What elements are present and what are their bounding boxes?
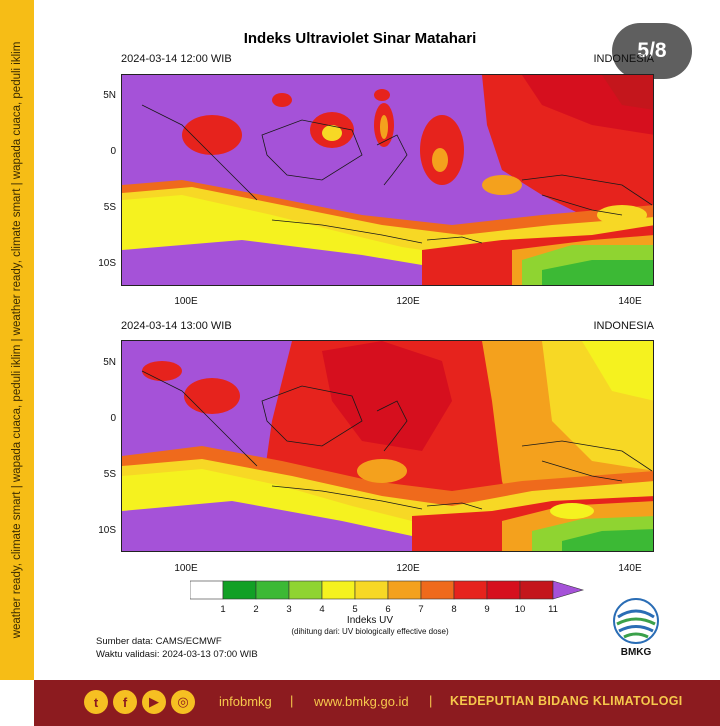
lon-tick-100e-1: 100E xyxy=(174,296,198,307)
colorbar-title: Indeks UV xyxy=(346,615,394,626)
panel-1-datetime: 2024-03-14 12:00 WIB xyxy=(121,53,232,65)
colorbar-cell xyxy=(354,580,389,600)
lon-tick-140e-2: 140E xyxy=(618,563,642,574)
colorbar-cell xyxy=(387,580,422,600)
panel-1-region: INDONESIA xyxy=(593,53,654,65)
uv-map-2-svg xyxy=(122,341,653,551)
uv-colorbar xyxy=(190,580,585,600)
footer-department: KEDEPUTIAN BIDANG KLIMATOLOGI xyxy=(450,694,683,708)
uv-map-panel-1 xyxy=(121,74,654,286)
footer-separator-1: | xyxy=(290,693,294,708)
lat-tick-5s-2: 5S xyxy=(103,469,116,480)
panel-2-datetime: 2024-03-14 13:00 WIB xyxy=(121,320,232,332)
bmkg-logo-text: BMKG xyxy=(620,647,652,658)
lat-tick-10s-2: 10S xyxy=(98,525,116,536)
lat-tick-5n-1: 5N xyxy=(103,90,116,101)
lon-tick-120e-1: 120E xyxy=(396,296,420,307)
colorbar-tick-label: 2 xyxy=(253,604,259,615)
colorbar-note: (dihitung dari: UV biologically effectiv… xyxy=(291,627,449,636)
source-data: Sumber data: CAMS/ECMWF xyxy=(96,636,222,647)
uv-map-panel-2 xyxy=(121,340,654,552)
footer-bar: t f ▶ ◎ infobmkg | www.bmkg.go.id | KEDE… xyxy=(34,680,720,726)
colorbar-cell xyxy=(453,580,488,600)
lon-tick-140e-1: 140E xyxy=(618,296,642,307)
lat-tick-0-1: 0 xyxy=(110,146,116,157)
colorbar-tick-label: 8 xyxy=(451,604,457,615)
lat-tick-0-2: 0 xyxy=(110,413,116,424)
colorbar-cells xyxy=(190,580,585,600)
twitter-icon[interactable]: t xyxy=(84,690,108,714)
lon-tick-120e-2: 120E xyxy=(396,563,420,574)
colorbar-cell xyxy=(288,580,323,600)
colorbar-tick-label: 1 xyxy=(220,604,226,615)
colorbar-cell xyxy=(321,580,356,600)
social-icons: t f ▶ ◎ xyxy=(84,690,195,714)
colorbar-cell xyxy=(255,580,290,600)
panel-2-region: INDONESIA xyxy=(593,320,654,332)
lon-tick-100e-2: 100E xyxy=(174,563,198,574)
side-slogan: weather ready, climate smart | wapada cu… xyxy=(11,41,23,639)
lat-tick-5s-1: 5S xyxy=(103,202,116,213)
colorbar-tick-label: 9 xyxy=(484,604,490,615)
facebook-icon[interactable]: f xyxy=(113,690,137,714)
colorbar-cell xyxy=(190,580,224,600)
colorbar-tick-label: 5 xyxy=(352,604,358,615)
instagram-icon[interactable]: ◎ xyxy=(171,690,195,714)
colorbar-tick-label: 6 xyxy=(385,604,391,615)
lat-tick-5n-2: 5N xyxy=(103,357,116,368)
uv-map-1-svg xyxy=(122,75,653,285)
colorbar-cell xyxy=(222,580,257,600)
footer-separator-2: | xyxy=(429,693,433,708)
bmkg-logo xyxy=(613,598,659,644)
colorbar-tick-label: 4 xyxy=(319,604,325,615)
colorbar-tick-label: 11 xyxy=(548,604,558,615)
colorbar-cell xyxy=(486,580,521,600)
footer-handle[interactable]: infobmkg xyxy=(219,694,272,709)
colorbar-cell xyxy=(519,580,554,600)
validity-time: Waktu validasi: 2024-03-13 07:00 WIB xyxy=(96,649,258,660)
colorbar-tick-label: 10 xyxy=(514,604,526,615)
colorbar-arrow xyxy=(552,580,585,600)
colorbar-cell xyxy=(420,580,455,600)
page-title: Indeks Ultraviolet Sinar Matahari xyxy=(243,30,477,47)
footer-website[interactable]: www.bmkg.go.id xyxy=(314,694,409,709)
lat-tick-10s-1: 10S xyxy=(98,258,116,269)
side-strip: weather ready, climate smart | wapada cu… xyxy=(0,0,34,680)
page-counter-badge: 5/8 xyxy=(612,23,692,79)
colorbar-tick-label: 3 xyxy=(286,604,292,615)
youtube-icon[interactable]: ▶ xyxy=(142,690,166,714)
colorbar-tick-label: 7 xyxy=(418,604,424,615)
